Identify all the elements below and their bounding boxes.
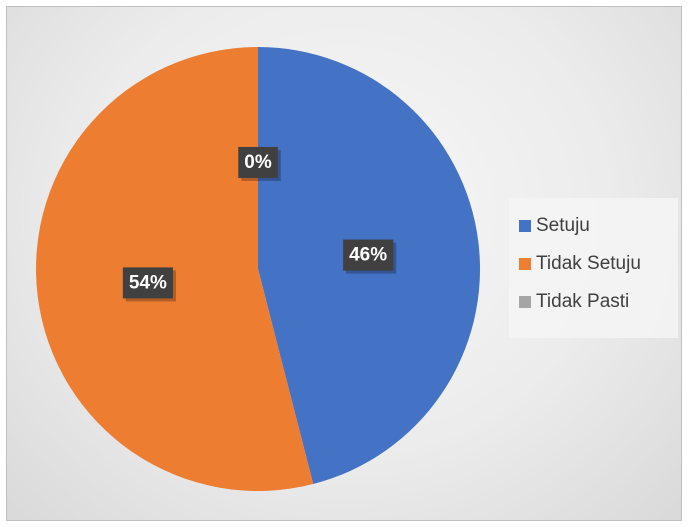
data-label-box-tidak-setuju [122,267,173,299]
legend-label-tidak-setuju: Tidak Setuju [536,253,641,274]
legend-item-tidak-pasti: Tidak Pasti [519,283,678,321]
pie-plot: 46% 54% 0% [36,47,481,491]
chart-area: 46% 54% 0% Setuju Tidak Setuju Tidak Pasti [6,6,682,521]
legend-item-tidak-setuju: Tidak Setuju [519,245,678,283]
data-label-box-setuju [343,239,394,271]
legend-label-setuju: Setuju [536,215,590,236]
legend-label-tidak-pasti: Tidak Pasti [536,291,630,312]
legend-item-setuju: Setuju [519,207,678,245]
legend: Setuju Tidak Setuju Tidak Pasti [509,198,678,338]
data-label-tidak-setuju: 54% [122,267,176,302]
data-label-text-setuju: 46% [349,245,387,266]
legend-swatch-tidak-setuju [519,258,531,270]
data-label-box-tidak-pasti [238,146,278,178]
legend-swatch-setuju [519,220,531,232]
data-label-tidak-pasti: 0% [238,146,281,181]
data-label-text-tidak-pasti: 0% [244,152,272,173]
data-label-text-tidak-setuju: 54% [129,272,167,293]
pie-slices [36,47,481,491]
data-label-setuju: 46% [343,239,397,274]
legend-swatch-tidak-pasti [519,296,531,308]
data-labels: 46% 54% 0% [122,146,397,302]
